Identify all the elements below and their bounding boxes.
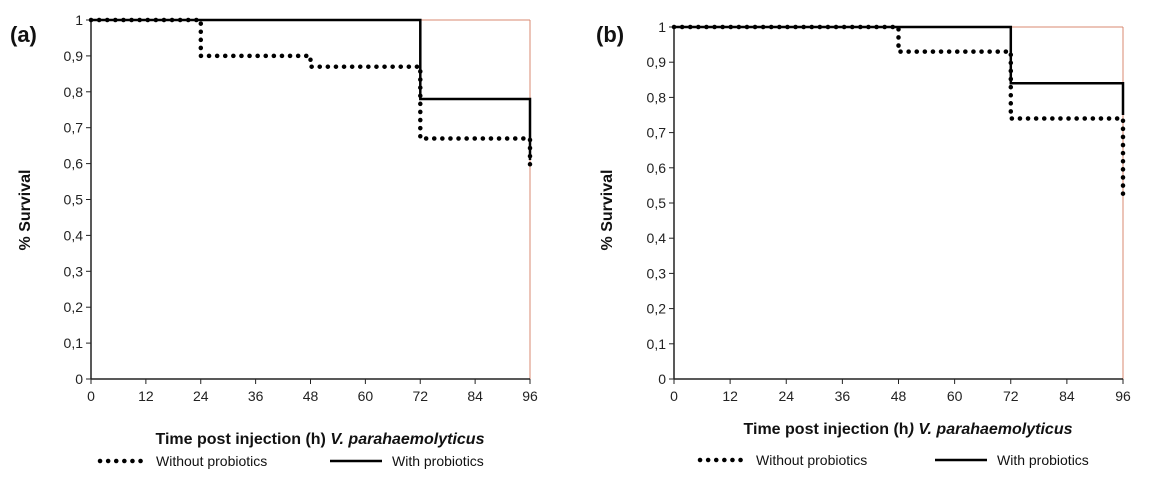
x-tick-label: 12 xyxy=(722,388,738,404)
x-tick-label: 72 xyxy=(412,388,428,404)
y-tick-label: 0,9 xyxy=(647,54,667,70)
y-tick-label: 0,5 xyxy=(647,195,667,211)
y-tick-label: 0,9 xyxy=(64,48,84,64)
panel-label: (b) xyxy=(596,22,624,47)
y-tick-label: 1 xyxy=(75,12,83,28)
chart-panel-b: 0 0,1 0,2 0,3 0,4 0,5 0,6 0,7 0,8 0,9 1 0 12 24 36 48 60… xyxy=(596,19,1131,468)
x-tick-label: 36 xyxy=(248,388,264,404)
x-tick-label: 24 xyxy=(193,388,209,404)
legend-label-without-probiotics: Without probiotics xyxy=(156,453,267,469)
x-tick-label: 24 xyxy=(778,388,794,404)
y-tick-label: 0,4 xyxy=(647,230,667,246)
x-tick-label: 48 xyxy=(891,388,907,404)
y-axis-title: % Survival xyxy=(599,170,616,251)
y-axis-title: % Survival xyxy=(17,170,34,251)
series-without-probiotics-line xyxy=(88,17,533,174)
x-tick-label: 0 xyxy=(87,388,95,404)
y-tick-label: 0,3 xyxy=(647,265,667,281)
x-tick-label: 96 xyxy=(1115,388,1131,404)
x-axis-title-plain: Time post injection (h) xyxy=(156,431,331,448)
series-with-probiotics-line xyxy=(674,25,1125,115)
x-tick-label: 60 xyxy=(358,388,374,404)
y-tick-label: 0,2 xyxy=(64,299,84,315)
x-tick-label: 84 xyxy=(1059,388,1075,404)
x-tick-label: 0 xyxy=(670,388,678,404)
x-axis-title: Time post injection (h) V. parahaemolyti… xyxy=(744,421,1073,438)
y-tick-label: 0,2 xyxy=(647,301,667,317)
chart-panel-a: 0 0,1 0,2 0,3 0,4 0,5 0,6 0,7 0,8 0,9 1 0 12 24 36 48 60… xyxy=(10,12,538,469)
x-axis-title-plain: Time post injection (h xyxy=(744,421,909,438)
y-tick-label: 0,1 xyxy=(64,335,84,351)
x-tick-label: 36 xyxy=(835,388,851,404)
series-with-probiotics-line xyxy=(91,18,532,160)
y-tick-label: 0,7 xyxy=(647,125,667,141)
y-tick-label: 0,5 xyxy=(64,192,84,208)
legend-label-without-probiotics: Without probiotics xyxy=(756,452,867,468)
y-tick-label: 1 xyxy=(658,19,666,35)
y-tick-label: 0,6 xyxy=(647,160,667,176)
x-tick-label: 96 xyxy=(522,388,538,404)
legend-label-with-probiotics: With probiotics xyxy=(392,453,484,469)
y-tick-label: 0,7 xyxy=(64,120,84,136)
y-tick-label: 0,8 xyxy=(647,89,667,105)
y-tick-label: 0,6 xyxy=(64,156,84,172)
x-tick-label: 60 xyxy=(947,388,963,404)
x-tick-label: 48 xyxy=(303,388,319,404)
y-tick-label: 0,3 xyxy=(64,263,84,279)
x-axis-title: Time post injection (h) V. parahaemolyti… xyxy=(156,431,485,448)
x-tick-label: 72 xyxy=(1003,388,1019,404)
x-axis-title-italic: ) V. parahaemolyticus xyxy=(907,421,1073,438)
y-tick-label: 0,1 xyxy=(647,336,667,352)
legend: Without probiotics With probiotics xyxy=(697,452,1089,468)
y-tick-label: 0,4 xyxy=(64,227,84,243)
y-tick-label: 0,8 xyxy=(64,84,84,100)
series-without-probiotics-line xyxy=(671,24,1126,202)
x-axis-title-italic: V. parahaemolyticus xyxy=(330,431,484,448)
x-tick-label: 84 xyxy=(467,388,483,404)
y-tick-label: 0 xyxy=(75,371,83,387)
legend-label-with-probiotics: With probiotics xyxy=(997,452,1089,468)
legend: Without probiotics With probiotics xyxy=(97,453,484,469)
panel-label: (a) xyxy=(10,22,37,47)
x-tick-label: 12 xyxy=(138,388,154,404)
y-tick-label: 0 xyxy=(658,371,666,387)
